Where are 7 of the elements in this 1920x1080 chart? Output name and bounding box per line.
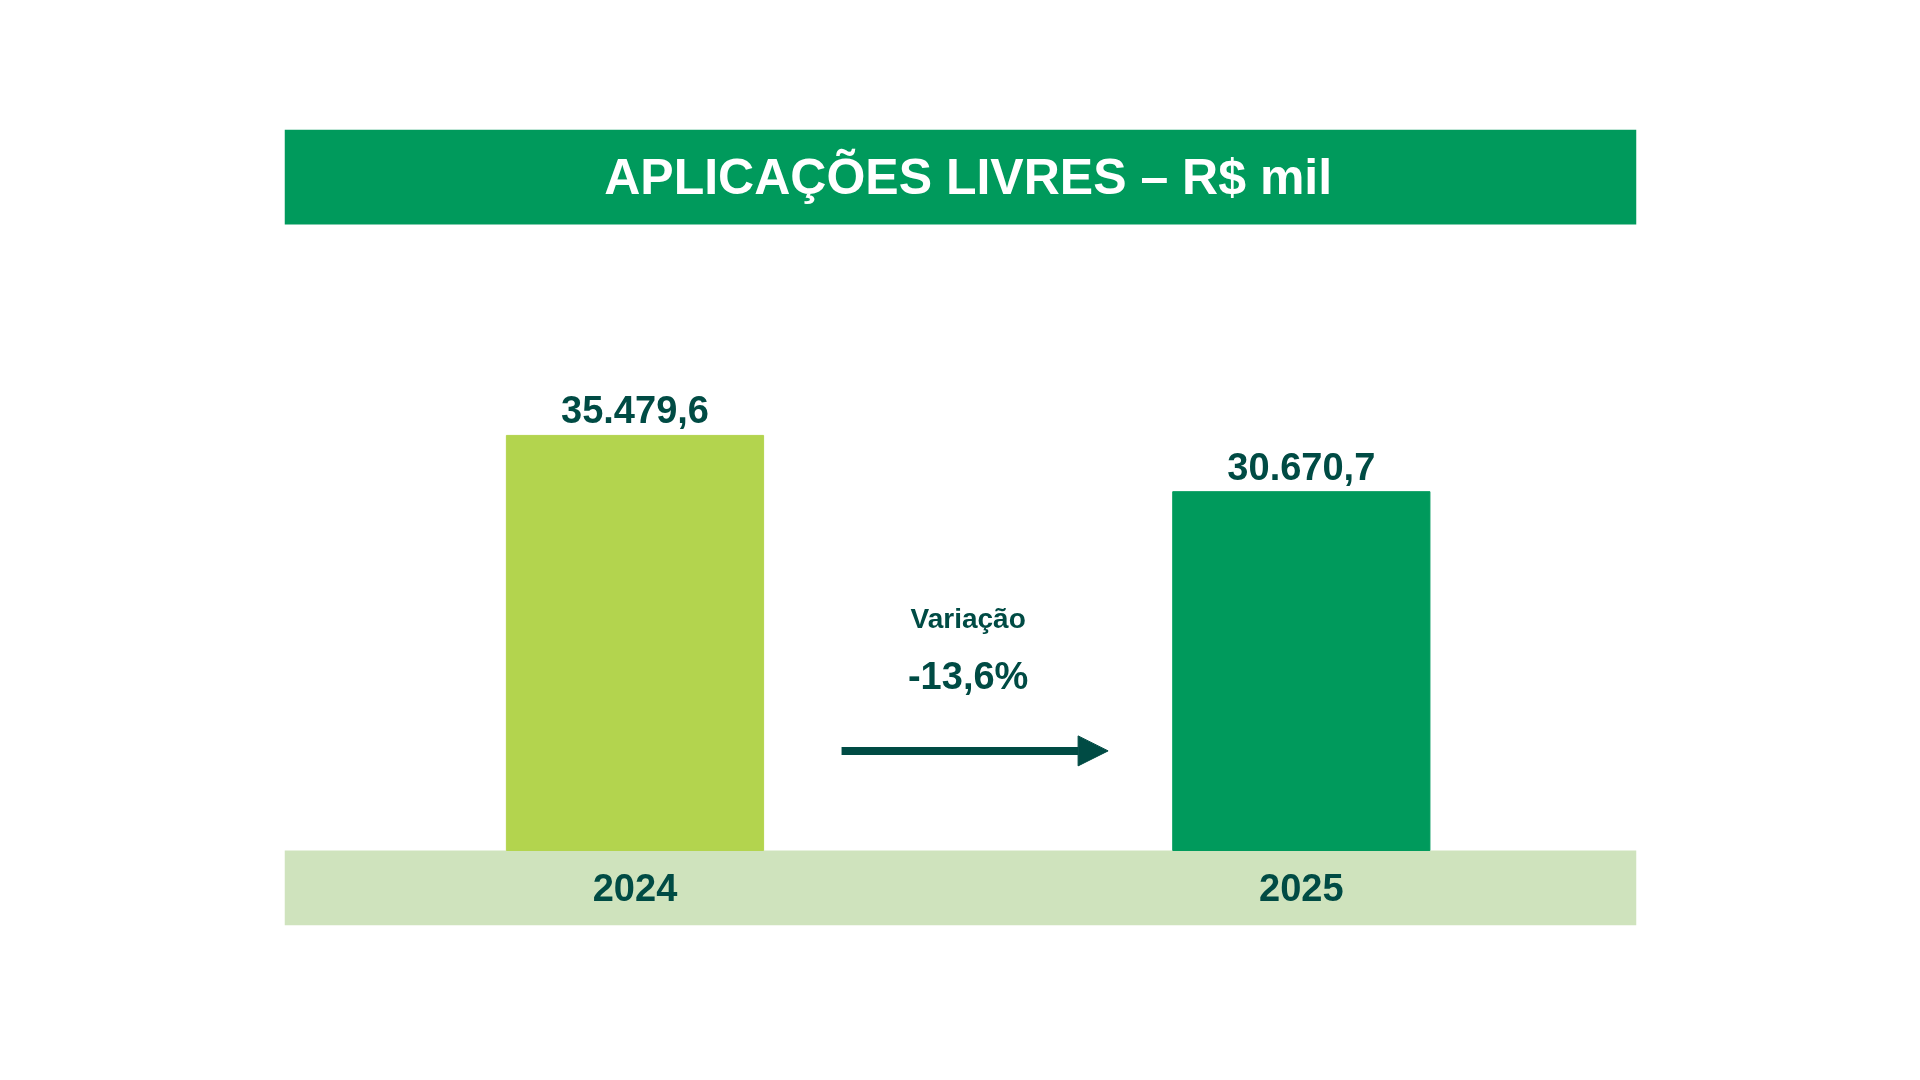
data-label: 35.479,6 <box>561 389 709 432</box>
data-label: 30.670,7 <box>1227 445 1376 488</box>
x-tick-label: 2025 <box>1259 867 1344 910</box>
x-tick-label: 2024 <box>592 867 678 910</box>
chart-title: APLICAÇÕES LIVRES – R$ mil <box>604 148 1333 206</box>
annotation: -13,6% <box>907 655 1029 698</box>
annotation: Variação <box>910 602 1026 634</box>
